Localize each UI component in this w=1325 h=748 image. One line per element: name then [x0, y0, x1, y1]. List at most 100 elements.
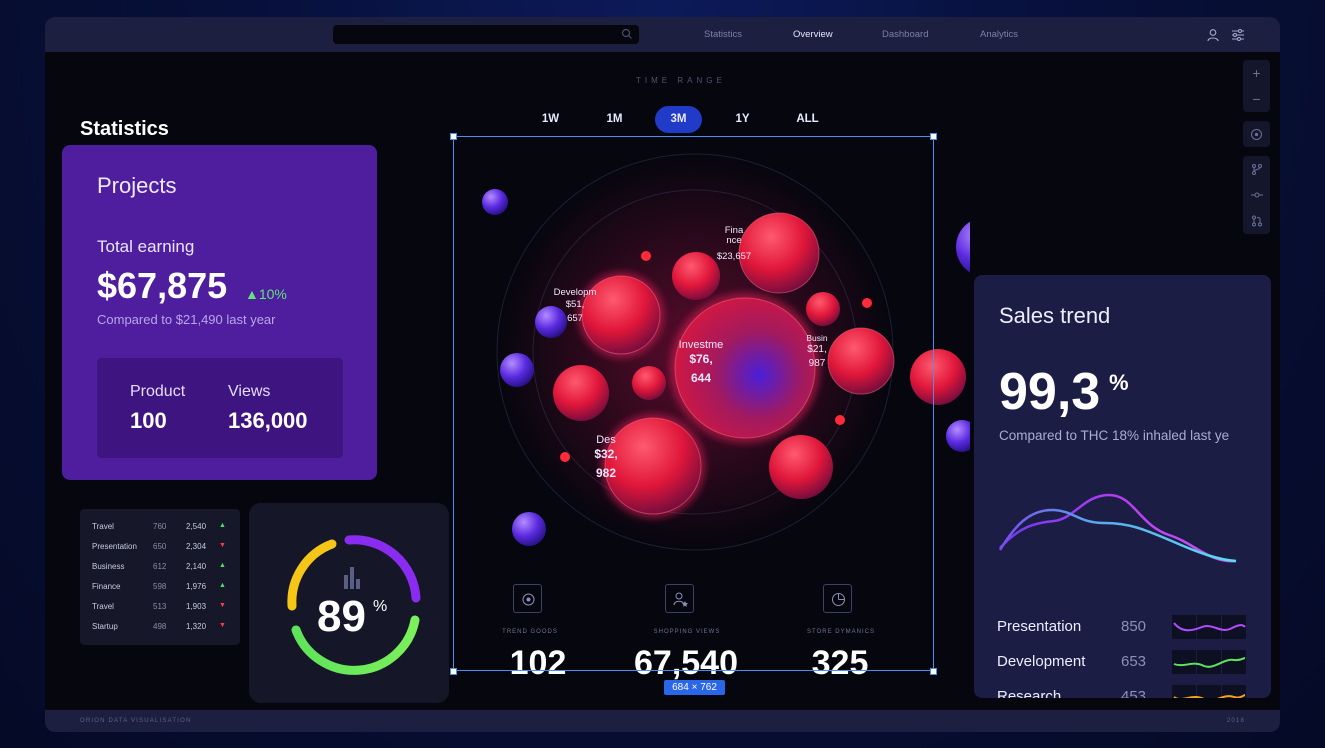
- bubble-finance-name: Fina: [724, 225, 744, 236]
- zoom-controls: + −: [1243, 60, 1270, 112]
- range-all-button[interactable]: ALL: [796, 113, 819, 125]
- settings-sliders-icon[interactable]: [1231, 28, 1245, 42]
- pull-request-icon[interactable]: [1243, 208, 1270, 234]
- sparkline: [1172, 685, 1246, 698]
- bubble-business-name: Busin: [806, 333, 828, 343]
- bubble-business-line2: $21,: [807, 344, 827, 355]
- resize-handle-top-left[interactable]: [450, 133, 457, 140]
- gauge-unit: %: [373, 598, 388, 615]
- triangle-down-icon: ▼: [219, 602, 226, 609]
- user-icon[interactable]: [1206, 28, 1220, 42]
- triangle-down-icon: ▼: [219, 542, 226, 549]
- bubble-development-line3: 657: [567, 313, 583, 324]
- bubble-small-c: [632, 366, 666, 400]
- bubble-small-b: [806, 292, 840, 326]
- list-item-count: 612: [153, 562, 167, 571]
- sales-row-name: Presentation: [997, 618, 1082, 635]
- kpi-trend-goods-value: 102: [509, 644, 567, 682]
- target-icon[interactable]: [1243, 121, 1270, 147]
- bubble-investment-line2: $76,: [689, 352, 713, 366]
- category-list: Travel 760 2,540 ▲ Presentation 650 2,304 ▼ Busi…: [80, 509, 240, 645]
- zoom-in-icon[interactable]: +: [1252, 65, 1261, 81]
- earning-change: ▲10%: [245, 286, 287, 302]
- bubble-finance: [738, 212, 820, 294]
- commit-icon[interactable]: [1243, 182, 1270, 208]
- product-value: 100: [130, 408, 167, 433]
- center-control: [1243, 121, 1270, 147]
- tab-statistics[interactable]: Statistics: [704, 29, 743, 40]
- page-title: Statistics: [80, 118, 169, 140]
- bubble-investment-line3: 644: [690, 371, 712, 385]
- sales-trend-chart: [998, 493, 1237, 563]
- bubble-investment-name: Investme: [678, 339, 724, 351]
- search-icon[interactable]: [621, 28, 633, 40]
- list-item[interactable]: Presentation 650 2,304 ▼: [80, 536, 240, 556]
- list-item-name: Startup: [92, 622, 118, 631]
- triangle-up-icon: ▲: [219, 522, 226, 529]
- time-range-label: TIME RANGE: [636, 76, 726, 85]
- list-item-name: Presentation: [92, 542, 137, 551]
- kpi-shopping-views-label: SHOPPING VIEWS: [653, 629, 721, 635]
- tab-dashboard[interactable]: Dashboard: [882, 29, 929, 40]
- views-value: 136,000: [228, 408, 308, 433]
- earning-change-value: 10%: [258, 286, 287, 302]
- list-item-total: 2,140: [186, 562, 207, 571]
- earning-comparison: Compared to $21,490 last year: [97, 312, 276, 327]
- list-item[interactable]: Startup 498 1,320 ▼: [80, 616, 240, 636]
- user-star-icon: [665, 584, 694, 613]
- footer-year: 2018: [1226, 718, 1245, 724]
- zoom-out-icon[interactable]: −: [1252, 91, 1261, 107]
- selection-frame[interactable]: [453, 136, 934, 671]
- branch-icon[interactable]: [1243, 156, 1270, 182]
- projects-card: Projects Total earning $67,875 ▲10% Comp…: [62, 145, 377, 480]
- sales-row-presentation: Presentation 850: [997, 615, 1257, 639]
- sales-row-value: 850: [1121, 618, 1147, 635]
- bubble-design-name: Des: [596, 434, 616, 446]
- total-earning-label: Total earning: [97, 237, 195, 256]
- sales-row-value: 653: [1121, 653, 1147, 670]
- resize-handle-top-right[interactable]: [930, 133, 937, 140]
- bubble-development: [581, 275, 661, 355]
- list-item[interactable]: Business 612 2,140 ▲: [80, 556, 240, 576]
- gauge-value: 89: [317, 592, 366, 641]
- sales-row-research: Research 453: [997, 685, 1257, 698]
- selection-size-tag: 684 × 762: [664, 680, 725, 695]
- range-1w-button[interactable]: 1W: [541, 113, 560, 125]
- gauge-ring: [287, 535, 421, 675]
- list-item-total: 2,540: [186, 522, 207, 531]
- list-item-total: 1,320: [186, 622, 207, 631]
- target-icon: [513, 584, 542, 613]
- list-item-count: 598: [153, 582, 167, 591]
- gauge-card: 89 %: [249, 503, 449, 703]
- kpi-trend-goods-label: TREND GOODS: [502, 629, 558, 635]
- list-item-total: 1,903: [186, 602, 207, 611]
- sales-trend-card: Sales trend 99,3 % Compared to THC 18% i…: [974, 275, 1271, 698]
- list-item-name: Travel: [92, 602, 114, 611]
- sales-row-name: Research: [997, 688, 1062, 698]
- list-item[interactable]: Travel 760 2,540 ▲: [80, 516, 240, 536]
- app-window: Statistics Overview Dashboard Analytics …: [45, 17, 1280, 732]
- list-item[interactable]: Finance 598 1,976 ▲: [80, 576, 240, 596]
- range-1y-button[interactable]: 1Y: [735, 113, 750, 125]
- tab-overview[interactable]: Overview: [793, 29, 833, 40]
- views-label: Views: [228, 383, 271, 400]
- resize-handle-bottom-right[interactable]: [930, 668, 937, 675]
- list-item-total: 1,976: [186, 582, 207, 591]
- tab-analytics[interactable]: Analytics: [980, 29, 1019, 40]
- pie-chart-icon: [823, 584, 852, 613]
- list-item-count: 650: [153, 542, 167, 551]
- sales-row-name: Development: [997, 653, 1086, 670]
- bubble-finance-value: $23,657: [716, 251, 752, 262]
- triangle-up-icon: ▲: [219, 582, 226, 589]
- sales-trend-comparison: Compared to THC 18% inhaled last ye: [999, 428, 1230, 443]
- search-input[interactable]: [333, 25, 639, 44]
- range-3m-button[interactable]: 3M: [655, 106, 702, 133]
- git-controls: [1243, 156, 1270, 234]
- range-1m-button[interactable]: 1M: [606, 113, 623, 125]
- projects-title: Projects: [97, 173, 177, 198]
- list-item[interactable]: Travel 513 1,903 ▼: [80, 596, 240, 616]
- bubble-development-name: Developm: [553, 287, 597, 298]
- sparkline: [1172, 650, 1246, 674]
- list-item-name: Travel: [92, 522, 114, 531]
- resize-handle-bottom-left[interactable]: [450, 668, 457, 675]
